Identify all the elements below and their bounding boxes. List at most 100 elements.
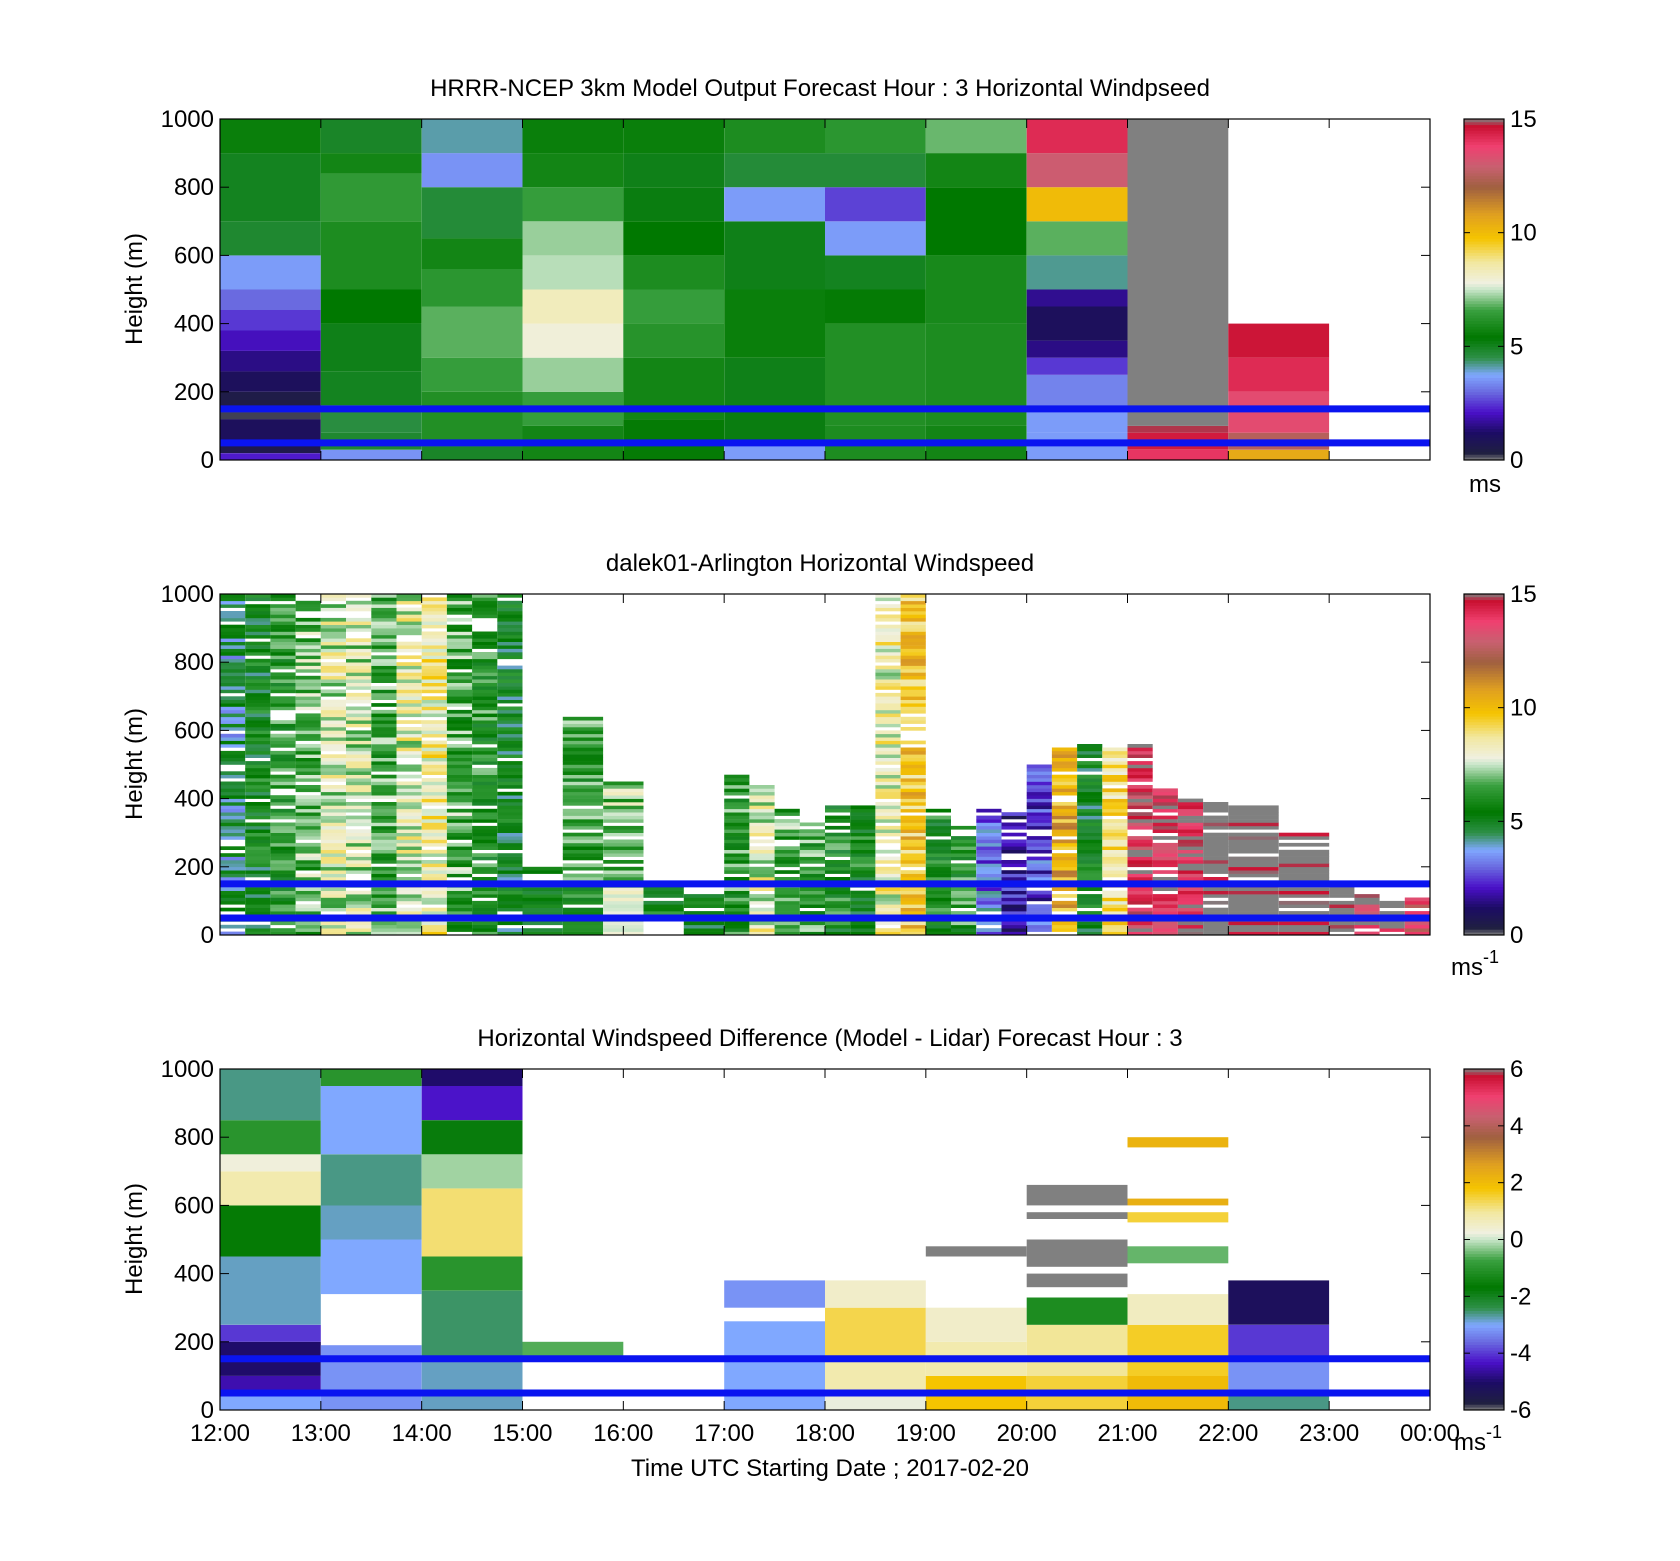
- colorbar-segment: [1464, 298, 1504, 302]
- heatmap-cell: [371, 669, 397, 673]
- heatmap-cell: [603, 921, 644, 926]
- colorbar-tick-label: -2: [1510, 1283, 1531, 1310]
- heatmap-cell: [446, 764, 473, 769]
- heatmap-cell: [472, 723, 498, 728]
- heatmap-cell: [623, 119, 725, 154]
- heatmap-cell: [799, 904, 825, 908]
- heatmap-cell: [371, 778, 397, 782]
- heatmap-cell: [976, 822, 1002, 827]
- heatmap-cell: [320, 733, 346, 738]
- heatmap-cell: [220, 686, 246, 690]
- model-output-colorbar-units: ms: [1469, 471, 1501, 498]
- heatmap-cell: [396, 675, 422, 680]
- heatmap-cell: [220, 330, 321, 351]
- heatmap-cell: [346, 795, 372, 799]
- heatmap-cell: [472, 672, 498, 677]
- heatmap-cell: [295, 808, 321, 813]
- heatmap-cell: [1127, 764, 1153, 769]
- heatmap-cell: [472, 781, 498, 786]
- heatmap-cell: [371, 812, 397, 816]
- colorbar-segment: [1464, 920, 1504, 925]
- heatmap-cell: [976, 856, 1002, 861]
- heatmap-cell: [270, 866, 296, 871]
- colorbar-segment: [1464, 377, 1504, 381]
- heatmap-cell: [522, 907, 563, 912]
- colorbar-segment: [1464, 195, 1504, 199]
- heatmap-cell: [270, 703, 296, 707]
- colorbar-segment: [1464, 1151, 1504, 1155]
- heatmap-cell: [421, 750, 447, 755]
- heatmap-cell: [1026, 907, 1052, 912]
- heatmap-cell: [724, 408, 825, 440]
- heatmap-cell: [421, 873, 447, 878]
- heatmap-cell: [1228, 931, 1279, 936]
- model-output-reference-lines: [220, 405, 1430, 447]
- colorbar-segment: [1464, 596, 1504, 601]
- heatmap-cell: [245, 737, 271, 741]
- heatmap-cell: [1127, 928, 1153, 932]
- heatmap-cell: [1228, 832, 1279, 837]
- colorbar-segment: [1464, 665, 1504, 669]
- heatmap-cell: [497, 682, 523, 687]
- colorbar-segment: [1464, 337, 1504, 342]
- heatmap-cell: [270, 900, 296, 905]
- heatmap-cell: [1102, 778, 1128, 782]
- heatmap-cell: [320, 900, 346, 905]
- heatmap-cell: [850, 863, 876, 868]
- heatmap-cell: [1177, 860, 1204, 864]
- heatmap-cell: [724, 931, 750, 936]
- heatmap-cell: [875, 890, 901, 895]
- heatmap-cell: [1102, 846, 1128, 850]
- heatmap-cell: [1228, 894, 1279, 898]
- heatmap-cell: [472, 720, 498, 724]
- heatmap-cell: [1001, 863, 1027, 868]
- heatmap-cell: [245, 641, 271, 646]
- heatmap-cell: [603, 832, 644, 837]
- heatmap-cell: [421, 819, 447, 823]
- heatmap-cell: [295, 652, 321, 656]
- heatmap-cell: [371, 931, 397, 936]
- heatmap-cell: [623, 323, 725, 358]
- heatmap-cell: [320, 808, 346, 813]
- heatmap-cell: [875, 703, 901, 707]
- heatmap-cell: [472, 594, 498, 598]
- heatmap-cell: [446, 795, 473, 799]
- heatmap-cell: [850, 873, 876, 878]
- heatmap-cell: [900, 785, 926, 789]
- heatmap-cell: [421, 730, 447, 735]
- heatmap-cell: [497, 928, 523, 932]
- heatmap-cell: [295, 856, 321, 861]
- colorbar-segment: [1464, 1111, 1504, 1115]
- heatmap-cell: [1077, 866, 1103, 871]
- colorbar-segment: [1464, 926, 1504, 930]
- heatmap-cell: [220, 652, 246, 656]
- heatmap-cell: [749, 798, 775, 803]
- heatmap-cell: [371, 802, 397, 806]
- colorbar-segment: [1464, 1185, 1504, 1189]
- x-tick-label: 21:00: [1097, 1420, 1157, 1447]
- heatmap-cell: [850, 877, 876, 881]
- heatmap-cell: [1228, 825, 1279, 830]
- colorbar-tick-label: 0: [1510, 922, 1523, 949]
- colorbar-segment: [1464, 1304, 1504, 1309]
- heatmap-cell: [371, 808, 397, 813]
- heatmap-cell: [1152, 795, 1178, 799]
- colorbar-segment: [1464, 747, 1504, 751]
- heatmap-cell: [1102, 836, 1128, 840]
- heatmap-cell: [1051, 788, 1078, 793]
- heatmap-cell: [295, 692, 321, 697]
- heatmap-cell: [1077, 791, 1103, 796]
- heatmap-cell: [320, 839, 346, 844]
- heatmap-cell: [1102, 890, 1128, 895]
- heatmap-cell: [245, 669, 271, 673]
- heatmap-cell: [497, 750, 523, 755]
- heatmap-cell: [900, 669, 926, 673]
- heatmap-cell: [472, 829, 498, 833]
- heatmap-cell: [875, 641, 901, 646]
- heatmap-cell: [1152, 842, 1178, 847]
- heatmap-cell: [346, 638, 372, 642]
- heatmap-cell: [371, 781, 397, 786]
- heatmap-cell: [446, 774, 473, 779]
- heatmap-cell: [1051, 761, 1078, 765]
- colorbar-segment: [1464, 917, 1504, 922]
